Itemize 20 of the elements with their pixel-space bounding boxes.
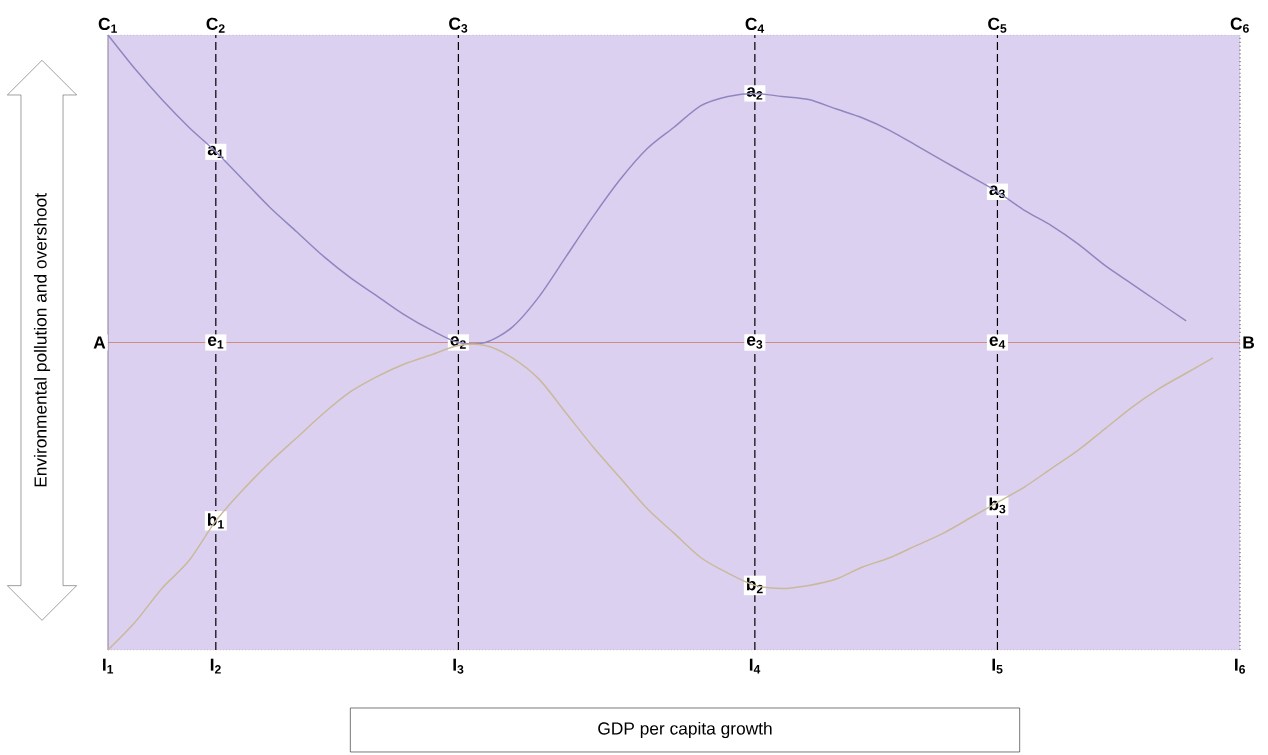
ref-line-label: C$_{4}$: [745, 17, 765, 33]
x-axis-title: GDP per capita growth: [598, 721, 772, 739]
ref-line-label: C$_{6}$: [1230, 17, 1249, 33]
ref-line-label: C$_{1}$: [98, 17, 117, 33]
x-tick-label: I$_{3}$: [453, 658, 464, 674]
annotation: b$_{1}$: [207, 513, 224, 529]
ref-line-label: C$_{3}$: [449, 17, 468, 33]
x-tick-label: I$_{1}$: [103, 658, 114, 674]
x-tick-label: I$_{5}$: [992, 658, 1003, 674]
x-tick-label: I$_{4}$: [749, 658, 761, 674]
ref-line-label: C$_{5}$: [988, 17, 1007, 33]
annotation: e$_{3}$: [747, 336, 763, 349]
annotation: e$_{4}$: [989, 336, 1006, 349]
ref-line-label: C$_{2}$: [206, 17, 225, 33]
x-tick-label: I$_{2}$: [210, 658, 221, 674]
x-tick-label: I$_{6}$: [1235, 658, 1246, 674]
annotation: A: [93, 336, 106, 349]
annotation: e$_{1}$: [207, 336, 224, 349]
y-axis-title: Environmental pollution and overshoot: [33, 193, 51, 487]
annotation: B: [1243, 336, 1254, 349]
